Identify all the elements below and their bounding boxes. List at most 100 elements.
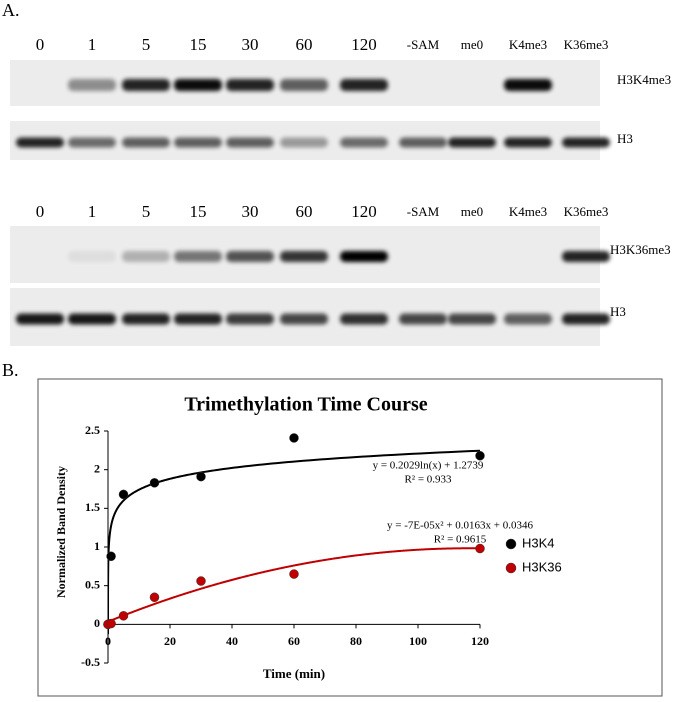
band [226, 137, 274, 148]
row-label: H3 [610, 304, 626, 319]
chart-frame [37, 378, 663, 697]
trendline-r2: R² = 0.9615 [434, 534, 487, 546]
band [340, 251, 388, 262]
lane-label: 1 [88, 202, 97, 221]
band [340, 313, 388, 325]
y-tick-label: 1.5 [85, 500, 100, 514]
band [174, 251, 222, 262]
lane-label: 15 [190, 35, 207, 54]
band [504, 79, 552, 91]
band [280, 137, 328, 148]
trendline-equation: y = 0.2029ln(x) + 1.2739 [373, 460, 484, 472]
legend-label: H3K4 [522, 535, 555, 550]
trendline [108, 449, 481, 635]
lane-label: 60 [296, 35, 313, 54]
lane-label: me0 [461, 204, 483, 219]
panel-label: B. [2, 360, 19, 380]
trendline-r2: R² = 0.933 [404, 474, 452, 486]
data-point [289, 433, 299, 443]
data-point [106, 551, 116, 562]
y-tick-label: 2 [94, 461, 100, 475]
band [16, 137, 64, 148]
band [16, 313, 64, 325]
band [68, 79, 116, 91]
x-tick-label: 20 [164, 634, 176, 648]
band [562, 251, 610, 262]
x-tick-label: 0 [105, 634, 111, 648]
x-tick-label: 80 [350, 634, 362, 648]
data-point [475, 450, 485, 461]
data-point [149, 478, 160, 488]
lane-label: 30 [242, 202, 259, 221]
band [504, 137, 552, 148]
lane-label: 5 [142, 35, 151, 54]
chart-title: Trimethylation Time Course [184, 394, 427, 416]
legend-marker [505, 538, 517, 550]
y-tick-label: 2.5 [85, 423, 100, 437]
panel-label: A. [2, 0, 20, 20]
lane-label: 120 [351, 202, 377, 221]
band [448, 137, 496, 148]
band [174, 137, 222, 148]
band [280, 251, 328, 262]
legend-label: H3K36 [522, 559, 562, 574]
band [122, 313, 170, 325]
y-tick-label: -0.5 [81, 655, 100, 669]
band [122, 137, 170, 148]
x-tick-label: 60 [288, 634, 300, 648]
lane-label: 60 [296, 202, 313, 221]
lane-label: K36me3 [564, 37, 609, 52]
band [68, 137, 116, 148]
y-tick-label: 0 [94, 616, 100, 630]
band [340, 137, 388, 148]
band [174, 313, 222, 325]
x-tick-label: 100 [409, 634, 427, 648]
row-label: H3K4me3 [617, 72, 671, 87]
trendline-equation: y = -7E-05x² + 0.0163x + 0.0346 [387, 520, 533, 532]
data-point [106, 618, 116, 629]
y-tick-label: 0.5 [85, 577, 100, 591]
x-axis-label: Time (min) [263, 666, 325, 681]
band [68, 313, 116, 325]
band [399, 137, 447, 148]
band [174, 79, 222, 91]
band [122, 251, 170, 262]
row-label: H3 [617, 131, 633, 146]
x-tick-label: 120 [471, 634, 489, 648]
trendline [108, 547, 481, 623]
data-point [289, 569, 299, 579]
trendlines [108, 449, 481, 635]
data-point [118, 611, 129, 621]
lane-label: -SAM [407, 37, 440, 52]
band [226, 313, 274, 325]
lane-label: 15 [190, 202, 207, 221]
band [226, 79, 274, 91]
row-label: H3K36me3 [610, 242, 671, 257]
band [280, 313, 328, 325]
band [399, 313, 447, 325]
data-point [118, 489, 129, 500]
lane-label: K4me3 [509, 204, 547, 219]
band [562, 313, 610, 325]
lane-label: 0 [36, 202, 45, 221]
data-point [475, 543, 485, 554]
lane-label: me0 [461, 37, 483, 52]
x-tick-label: 40 [226, 634, 238, 648]
data-point [149, 592, 160, 603]
band [448, 313, 496, 325]
lane-label: 120 [351, 35, 377, 54]
band [226, 251, 274, 262]
band [122, 79, 170, 91]
legend-marker [505, 562, 517, 574]
data-point [196, 471, 206, 482]
lane-label: 0 [36, 35, 45, 54]
lane-label: K4me3 [509, 37, 547, 52]
band [280, 79, 328, 91]
lane-label: -SAM [407, 204, 440, 219]
band [68, 251, 116, 262]
band [340, 79, 388, 91]
lane-label: 30 [242, 35, 259, 54]
y-axis-label: Normalized Band Density [54, 466, 68, 598]
